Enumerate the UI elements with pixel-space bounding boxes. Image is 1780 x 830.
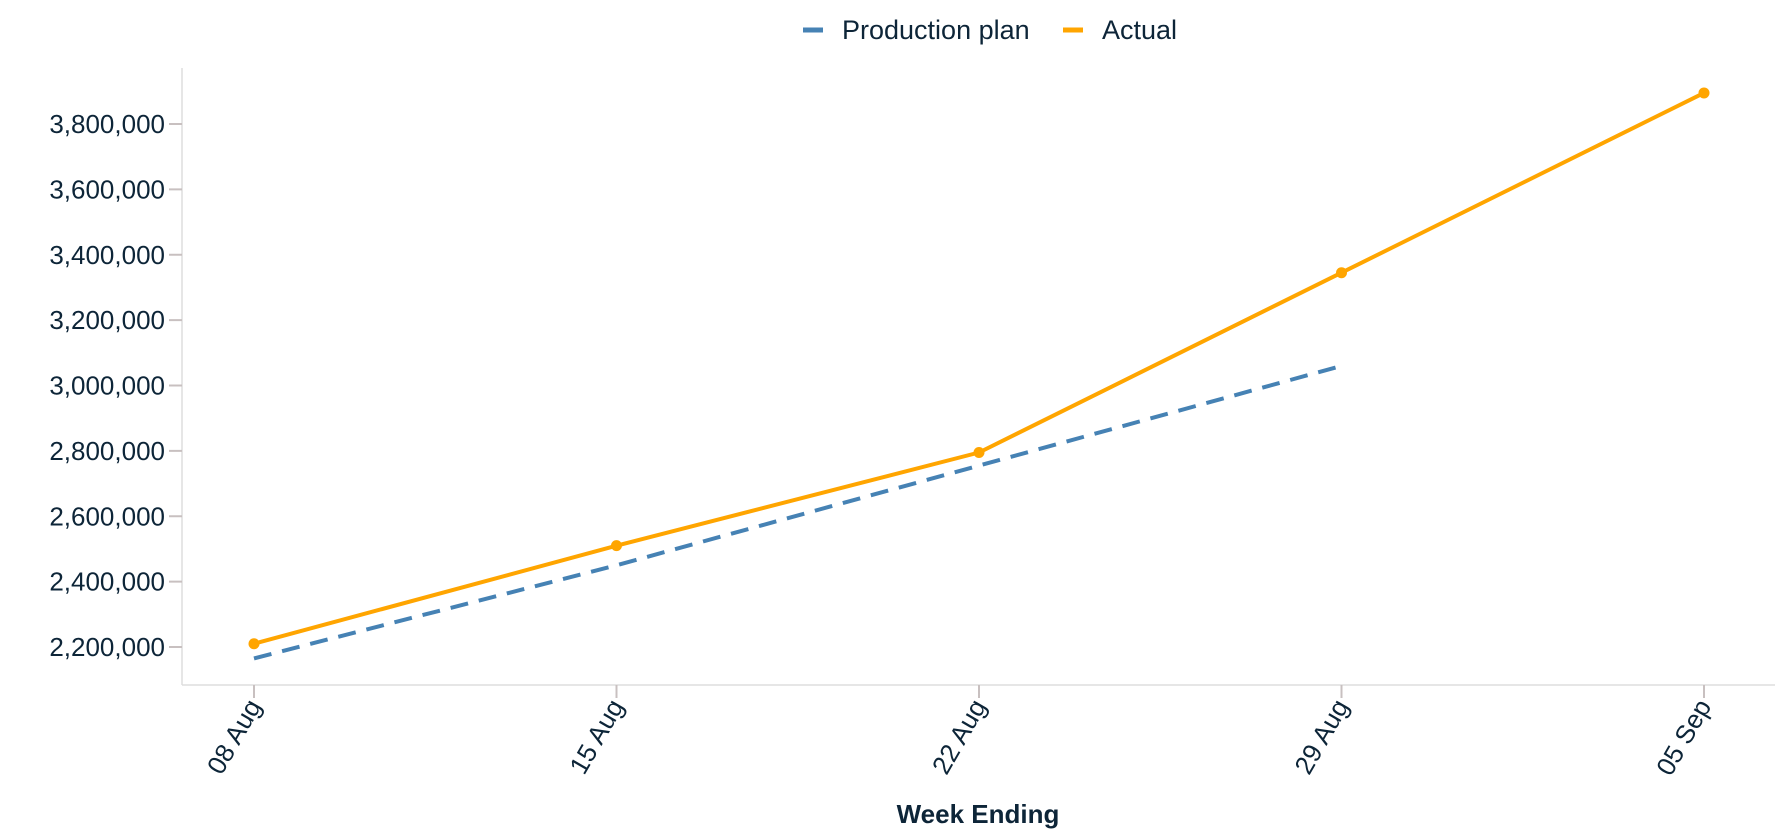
legend-label-production-plan: Production plan: [842, 15, 1030, 45]
y-tick-label: 3,000,000: [49, 371, 165, 401]
y-tick-label: 2,600,000: [49, 501, 165, 531]
x-ticks: 08 Aug 15 Aug 22 Aug 29 Aug 05 Sep: [201, 685, 1717, 780]
y-tick-label: 2,400,000: [49, 567, 165, 597]
y-ticks: 2,200,000 2,400,000 2,600,000 2,800,000 3,00…: [49, 109, 182, 662]
data-point-actual: [973, 447, 985, 459]
series-line-actual: [253, 91, 1705, 646]
y-tick-label: 3,400,000: [49, 240, 165, 270]
x-tick-label: 08 Aug: [201, 694, 267, 779]
x-tick-label: 29 Aug: [1288, 694, 1354, 779]
data-point-actual: [1336, 267, 1347, 279]
x-tick-label: 05 Sep: [1650, 694, 1717, 780]
data-point-actual: [248, 638, 260, 650]
legend-label-actual: Actual: [1102, 15, 1177, 45]
y-tick-label: 3,200,000: [49, 305, 165, 335]
legend: Production plan Actual: [803, 15, 1177, 45]
y-tick-label: 3,600,000: [49, 174, 165, 204]
x-tick-label: 22 Aug: [926, 694, 992, 779]
y-tick-label: 2,800,000: [49, 436, 165, 466]
data-point-actual: [611, 540, 622, 552]
x-tick-label: 15 Aug: [563, 694, 629, 779]
x-axis-title: Week Ending: [897, 799, 1060, 829]
series: [248, 87, 1710, 661]
axes: 2,200,000 2,400,000 2,600,000 2,800,000 3,00…: [49, 68, 1775, 829]
data-point-actual: [1698, 87, 1710, 99]
series-line-production-plan: [253, 363, 1343, 661]
y-tick-label: 3,800,000: [49, 109, 165, 139]
y-tick-label: 2,200,000: [49, 632, 165, 662]
